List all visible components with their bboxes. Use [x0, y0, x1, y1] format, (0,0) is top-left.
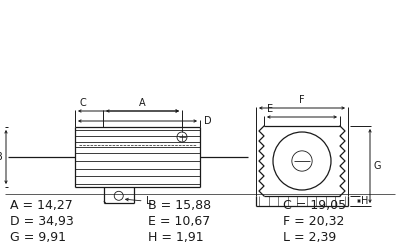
Text: C = 19,05: C = 19,05 — [283, 199, 346, 212]
Text: G = 9,91: G = 9,91 — [10, 231, 66, 244]
Text: A: A — [139, 98, 146, 108]
Text: F: F — [299, 95, 305, 105]
Text: D = 34,93: D = 34,93 — [10, 215, 74, 228]
Text: C: C — [80, 98, 87, 108]
Text: H: H — [361, 196, 368, 206]
Text: L: L — [146, 196, 151, 206]
Text: E: E — [267, 104, 273, 114]
Text: G: G — [373, 161, 380, 171]
Text: B = 15,88: B = 15,88 — [148, 199, 211, 212]
Text: L = 2,39: L = 2,39 — [283, 231, 336, 244]
Text: E = 10,67: E = 10,67 — [148, 215, 210, 228]
Text: A = 14,27: A = 14,27 — [10, 199, 73, 212]
Text: H = 1,91: H = 1,91 — [148, 231, 204, 244]
Text: B: B — [0, 152, 3, 162]
Text: F = 20,32: F = 20,32 — [283, 215, 344, 228]
Text: D: D — [204, 116, 212, 126]
